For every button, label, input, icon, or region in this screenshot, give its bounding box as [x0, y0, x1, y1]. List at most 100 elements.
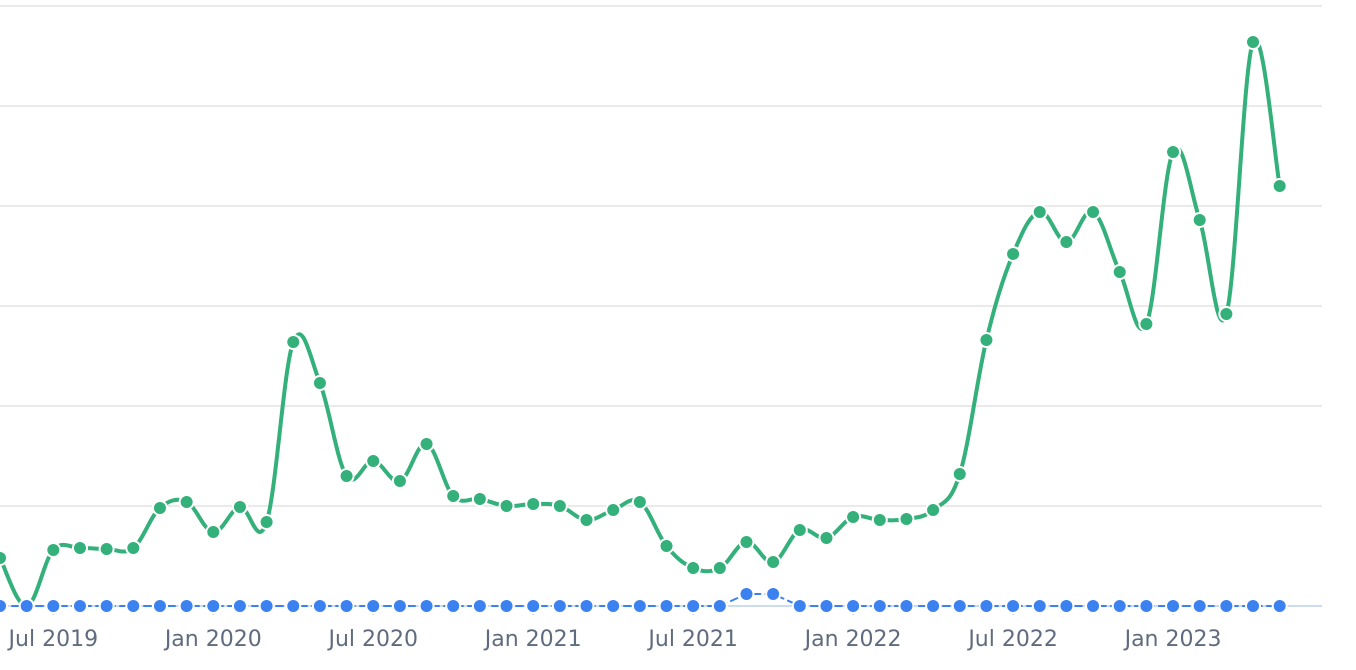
- data-point[interactable]: [845, 509, 862, 525]
- data-point[interactable]: [631, 598, 648, 614]
- data-point[interactable]: [391, 473, 408, 489]
- data-point[interactable]: [391, 598, 408, 614]
- data-point[interactable]: [925, 502, 942, 518]
- data-point[interactable]: [471, 598, 488, 614]
- data-point[interactable]: [898, 598, 915, 614]
- data-point[interactable]: [1218, 306, 1235, 322]
- gridlines: [0, 5, 1322, 607]
- data-point[interactable]: [365, 453, 382, 469]
- data-point[interactable]: [525, 496, 542, 512]
- data-point[interactable]: [0, 598, 8, 614]
- data-point[interactable]: [0, 550, 8, 566]
- data-point[interactable]: [285, 598, 302, 614]
- data-point[interactable]: [578, 512, 595, 528]
- data-point[interactable]: [1058, 598, 1075, 614]
- data-point[interactable]: [1218, 598, 1235, 614]
- data-point[interactable]: [1138, 316, 1155, 332]
- data-point[interactable]: [1031, 598, 1048, 614]
- data-point[interactable]: [765, 586, 782, 602]
- data-point[interactable]: [418, 598, 435, 614]
- x-tick-label: Jul 2022: [966, 627, 1058, 652]
- data-point[interactable]: [818, 530, 835, 546]
- data-point[interactable]: [445, 488, 462, 504]
- data-point[interactable]: [45, 542, 62, 558]
- series-layer: [0, 34, 1288, 614]
- data-point[interactable]: [818, 598, 835, 614]
- data-point[interactable]: [1271, 598, 1288, 614]
- data-point[interactable]: [898, 511, 915, 527]
- data-point[interactable]: [1111, 598, 1128, 614]
- data-point[interactable]: [471, 491, 488, 507]
- data-point[interactable]: [205, 524, 222, 540]
- data-point[interactable]: [1165, 598, 1182, 614]
- data-point[interactable]: [1245, 34, 1262, 50]
- data-point[interactable]: [231, 598, 248, 614]
- data-point[interactable]: [845, 598, 862, 614]
- data-point[interactable]: [365, 598, 382, 614]
- data-point[interactable]: [551, 498, 568, 514]
- data-point[interactable]: [98, 598, 115, 614]
- data-point[interactable]: [738, 586, 755, 602]
- data-point[interactable]: [738, 534, 755, 550]
- data-point[interactable]: [551, 598, 568, 614]
- data-point[interactable]: [338, 468, 355, 484]
- data-point[interactable]: [1271, 178, 1288, 194]
- data-point[interactable]: [311, 598, 328, 614]
- data-point[interactable]: [605, 502, 622, 518]
- data-point[interactable]: [1058, 234, 1075, 250]
- data-point[interactable]: [871, 598, 888, 614]
- data-point[interactable]: [151, 500, 168, 516]
- data-point[interactable]: [71, 598, 88, 614]
- data-point[interactable]: [178, 494, 195, 510]
- data-point[interactable]: [125, 540, 142, 556]
- data-point[interactable]: [338, 598, 355, 614]
- data-point[interactable]: [285, 334, 302, 350]
- data-point[interactable]: [205, 598, 222, 614]
- data-point[interactable]: [1085, 204, 1102, 220]
- data-point[interactable]: [685, 598, 702, 614]
- data-point[interactable]: [98, 541, 115, 557]
- data-point[interactable]: [311, 375, 328, 391]
- data-point[interactable]: [951, 598, 968, 614]
- data-point[interactable]: [791, 598, 808, 614]
- data-point[interactable]: [258, 514, 275, 530]
- data-point[interactable]: [978, 598, 995, 614]
- data-point[interactable]: [1031, 204, 1048, 220]
- data-point[interactable]: [71, 540, 88, 556]
- data-point[interactable]: [578, 598, 595, 614]
- data-point[interactable]: [658, 598, 675, 614]
- data-point[interactable]: [711, 560, 728, 576]
- data-point[interactable]: [631, 494, 648, 510]
- data-point[interactable]: [685, 560, 702, 576]
- data-point[interactable]: [418, 436, 435, 452]
- data-point[interactable]: [1005, 246, 1022, 262]
- data-point[interactable]: [711, 598, 728, 614]
- data-point[interactable]: [1165, 144, 1182, 160]
- data-point[interactable]: [658, 538, 675, 554]
- data-point[interactable]: [125, 598, 142, 614]
- data-point[interactable]: [1138, 598, 1155, 614]
- data-point[interactable]: [178, 598, 195, 614]
- data-point[interactable]: [925, 598, 942, 614]
- data-point[interactable]: [871, 512, 888, 528]
- data-point[interactable]: [1191, 598, 1208, 614]
- data-point[interactable]: [605, 598, 622, 614]
- data-point[interactable]: [498, 598, 515, 614]
- data-point[interactable]: [1191, 212, 1208, 228]
- data-point[interactable]: [1245, 598, 1262, 614]
- data-point[interactable]: [231, 499, 248, 515]
- data-point[interactable]: [258, 598, 275, 614]
- data-point[interactable]: [1085, 598, 1102, 614]
- data-point[interactable]: [498, 498, 515, 514]
- data-point[interactable]: [1005, 598, 1022, 614]
- data-point[interactable]: [151, 598, 168, 614]
- data-point[interactable]: [978, 332, 995, 348]
- data-point[interactable]: [445, 598, 462, 614]
- data-point[interactable]: [45, 598, 62, 614]
- data-point[interactable]: [18, 598, 35, 614]
- data-point[interactable]: [765, 554, 782, 570]
- data-point[interactable]: [791, 522, 808, 538]
- data-point[interactable]: [951, 466, 968, 482]
- data-point[interactable]: [525, 598, 542, 614]
- data-point[interactable]: [1111, 264, 1128, 280]
